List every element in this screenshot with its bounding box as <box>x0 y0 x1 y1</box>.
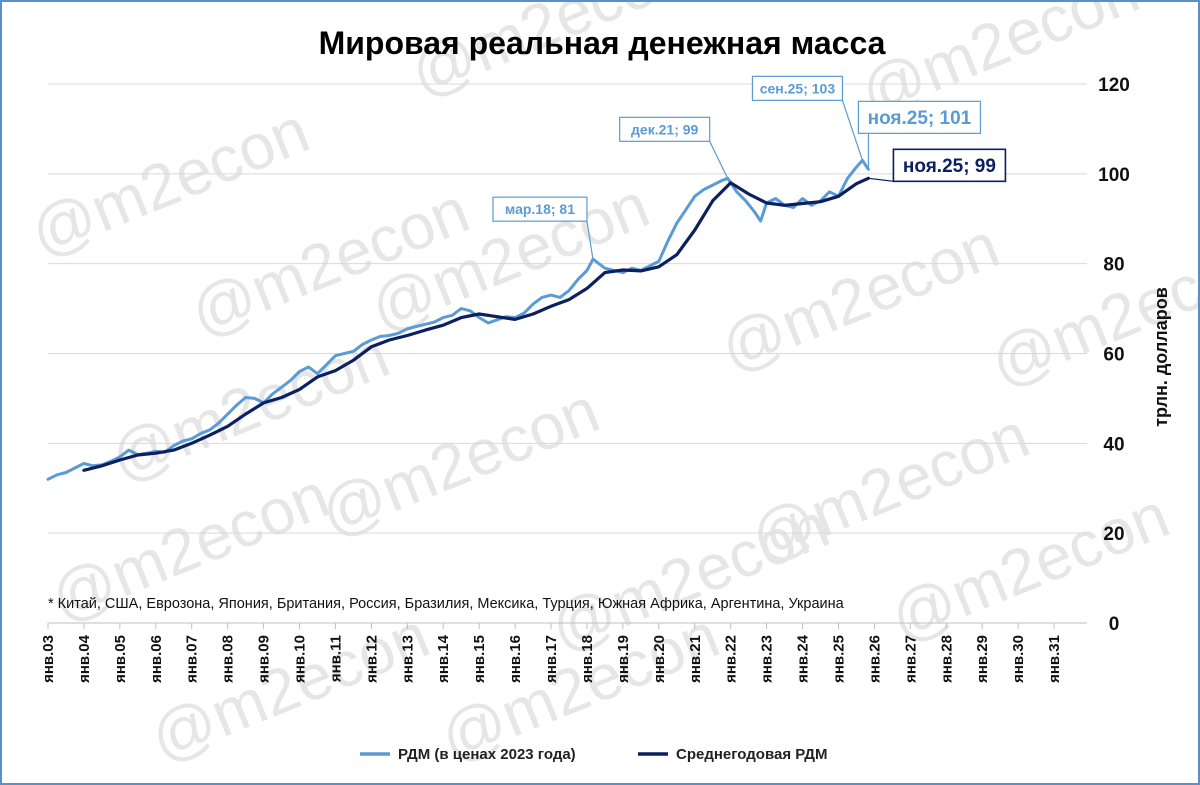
annotation-label: ноя.25; 99 <box>903 156 996 177</box>
x-tick-label: янв.13 <box>399 635 416 683</box>
chart-title: Мировая реальная денежная масса <box>319 25 886 61</box>
x-tick-label: янв.31 <box>1046 635 1063 683</box>
annotation-box <box>751 75 844 101</box>
y-axis-ticks: 0 20 40 60 80 100 120 <box>1098 75 1130 635</box>
x-tick-label: янв.11 <box>327 635 344 682</box>
x-tick-label: янв.05 <box>112 635 129 683</box>
watermark-text: @m2econ <box>140 599 438 775</box>
annotation-label: сен.25; 103 <box>760 80 836 96</box>
footnote: * Китай, США, Еврозона, Япония, Британия… <box>48 596 845 612</box>
x-tick-label: янв.03 <box>40 635 57 683</box>
annotation-label: ноя.25; 101 <box>868 108 972 129</box>
annotation-label: мар.18; 81 <box>505 201 575 217</box>
x-tick-label: янв.22 <box>723 635 740 683</box>
x-tick-label: янв.25 <box>830 635 847 683</box>
annotation-leader <box>586 221 594 260</box>
x-tick-label: янв.23 <box>759 635 776 683</box>
x-tick-label: янв.27 <box>902 635 919 683</box>
x-tick-label: янв.28 <box>938 635 955 683</box>
x-tick-label: янв.16 <box>507 635 524 683</box>
x-tick-label: янв.10 <box>292 635 309 683</box>
x-tick-label: янв.06 <box>148 635 165 683</box>
watermark-text: @m2econ <box>20 94 318 270</box>
x-tick-label: янв.07 <box>184 635 201 683</box>
y-tick-label: 40 <box>1103 434 1124 455</box>
annotation-box <box>857 100 982 134</box>
x-tick-label: янв.24 <box>795 634 812 683</box>
series-lines <box>46 158 870 481</box>
annotation-callout: ноя.25; 101 <box>857 100 982 170</box>
x-tick-label: янв.21 <box>687 635 704 683</box>
series-line-average <box>82 176 870 472</box>
series-line-rdm <box>46 158 870 481</box>
x-tick-label: янв.12 <box>363 635 380 683</box>
x-tick-label: янв.08 <box>220 635 237 683</box>
legend-label: Среднегодовая РДМ <box>676 746 828 763</box>
x-axis-ticks: янв.03 янв.04 янв.05 янв.06 янв.07 янв.08 янв.… <box>40 623 1063 683</box>
x-tick-label: янв.04 <box>76 634 93 683</box>
legend: РДМ (в ценах 2023 года) Среднегодовая РДМ <box>360 746 828 763</box>
annotation-box <box>492 196 588 222</box>
gridlines <box>48 83 1087 624</box>
y-tick-label: 100 <box>1098 165 1130 186</box>
watermark-text: @m2econ <box>710 209 1008 385</box>
annotation-leader <box>709 141 729 179</box>
annotation-callout: сен.25; 103 <box>751 75 864 161</box>
y-tick-label: 80 <box>1103 255 1124 276</box>
legend-item: Среднегодовая РДМ <box>638 746 828 763</box>
x-tick-label: янв.26 <box>866 635 883 683</box>
annotations: мар.18; 81 дек.21; 99 сен.25; 103 ноя.25; 1… <box>492 75 1007 260</box>
annotation-callout: ноя.25; 99 <box>868 148 1007 183</box>
y-axis-label: трлн. долларов <box>1151 287 1171 427</box>
annotation-box <box>892 148 1007 183</box>
x-tick-label: янв.19 <box>615 635 632 683</box>
x-tick-label: янв.14 <box>435 634 452 683</box>
annotation-callout: мар.18; 81 <box>492 196 594 260</box>
x-tick-label: янв.15 <box>471 635 488 683</box>
annotation-label: дек.21; 99 <box>631 121 698 137</box>
annotation-box <box>619 116 711 142</box>
y-tick-label: 20 <box>1103 524 1124 545</box>
x-tick-label: янв.18 <box>579 635 596 683</box>
legend-item: РДМ (в ценах 2023 года) <box>360 746 576 763</box>
legend-label: РДМ (в ценах 2023 года) <box>398 746 576 763</box>
x-tick-label: янв.17 <box>543 635 560 683</box>
x-tick-label: янв.09 <box>256 635 273 683</box>
annotation-leader <box>841 100 864 161</box>
y-tick-label: 120 <box>1098 75 1130 96</box>
x-tick-label: янв.30 <box>1010 635 1027 683</box>
annotation-callout: дек.21; 99 <box>619 116 729 179</box>
y-tick-label: 0 <box>1109 614 1120 635</box>
x-tick-label: янв.29 <box>974 635 991 683</box>
x-tick-label: янв.20 <box>651 635 668 683</box>
annotation-leader <box>868 177 894 182</box>
y-tick-label: 60 <box>1103 345 1124 366</box>
